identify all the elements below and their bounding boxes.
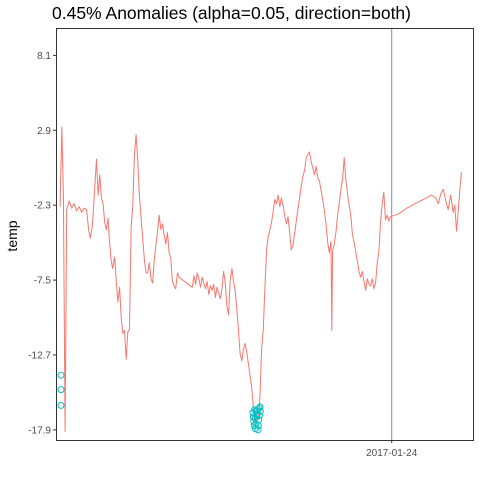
anomaly-point bbox=[57, 371, 65, 379]
anomaly-point bbox=[255, 416, 263, 424]
series-line bbox=[59, 126, 462, 432]
anomaly-point bbox=[57, 386, 65, 394]
y-tick-label: -7.5 bbox=[34, 276, 52, 287]
anomaly-point bbox=[256, 412, 263, 419]
y-tick-label: 8.1 bbox=[37, 51, 51, 62]
x-tick-label: 2017-01-24 bbox=[366, 448, 418, 459]
chart-title: 0.45% Anomalies (alpha=0.05, direction=b… bbox=[52, 3, 411, 23]
anomaly-point bbox=[256, 403, 264, 411]
y-tick-label: 2.9 bbox=[37, 126, 51, 137]
y-tick-label: -2.3 bbox=[34, 201, 52, 212]
plot-panel-border bbox=[56, 28, 474, 441]
y-axis-title: temp bbox=[4, 220, 20, 251]
x-axis: 2017-01-24 bbox=[366, 440, 418, 459]
y-axis: 8.1 2.9 -2.3 -7.5 -12.7 -17.9 bbox=[28, 51, 56, 436]
y-tick-label: -12.7 bbox=[28, 351, 51, 362]
y-tick-label: -17.9 bbox=[28, 425, 51, 436]
plot-marks bbox=[57, 28, 462, 440]
anomaly-point bbox=[254, 426, 262, 434]
anomaly-point bbox=[256, 407, 264, 415]
anomaly-point bbox=[57, 401, 65, 409]
